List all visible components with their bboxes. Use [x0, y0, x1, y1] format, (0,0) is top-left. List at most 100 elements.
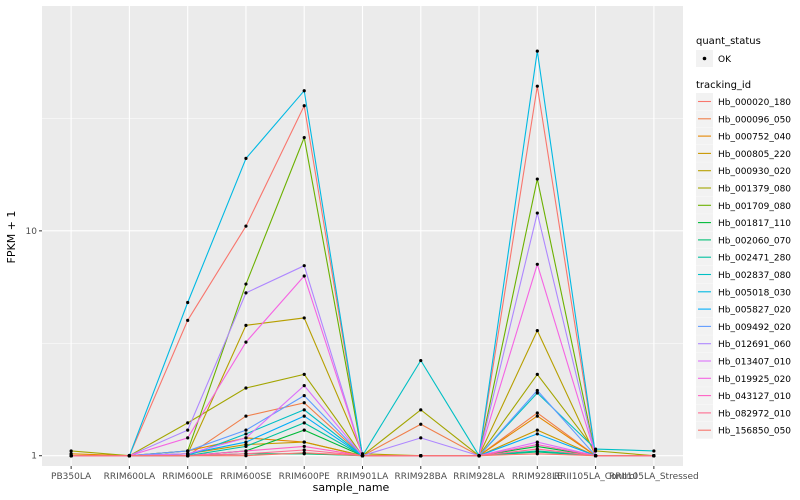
data-point — [244, 291, 248, 295]
data-point — [186, 428, 190, 432]
data-point — [419, 358, 423, 363]
x-tick-label: PB350LA — [51, 472, 92, 482]
data-point — [535, 372, 539, 376]
y-tick-label: 10 — [26, 227, 38, 237]
data-point — [302, 448, 306, 452]
data-point — [186, 300, 190, 305]
data-point — [302, 372, 306, 376]
legend-label: Hb_000096_050 — [718, 115, 791, 125]
data-point — [186, 318, 190, 322]
data-point — [244, 444, 248, 449]
data-point — [186, 436, 190, 440]
y-axis-title: FPKM + 1 — [5, 211, 18, 264]
data-point — [535, 262, 539, 266]
legend-label: Hb_013407_010 — [718, 358, 791, 368]
data-point — [244, 432, 248, 436]
legend-label: Hb_000020_180 — [718, 98, 791, 108]
data-point — [302, 401, 306, 405]
data-point — [593, 447, 598, 451]
data-point — [535, 391, 539, 395]
data-point — [244, 428, 248, 432]
data-point — [477, 454, 481, 458]
x-tick-label: RRIM600PE — [279, 472, 331, 482]
data-point — [535, 84, 539, 88]
data-point — [535, 414, 539, 418]
x-tick-label: RRIM600LA — [104, 472, 156, 482]
legend-label: Hb_002471_280 — [718, 254, 791, 264]
data-point — [419, 436, 423, 440]
data-point — [535, 411, 539, 415]
data-point — [535, 432, 539, 436]
legend-label: Hb_001709_080 — [718, 202, 791, 212]
data-point — [535, 428, 539, 432]
data-point — [419, 408, 423, 412]
data-point — [302, 104, 306, 108]
data-point — [186, 454, 190, 458]
data-point — [302, 414, 306, 418]
data-point — [652, 449, 656, 453]
legend-label: Hb_000805_220 — [718, 150, 791, 160]
x-axis-title: sample_name — [313, 481, 390, 494]
legend-label: Hb_019925_020 — [718, 375, 791, 385]
data-point — [302, 444, 306, 449]
x-tick-label: RRIM901LA — [337, 472, 389, 482]
legend-label: Hb_012691_060 — [718, 340, 791, 350]
legend-label-ok: OK — [718, 55, 732, 65]
legend: quant_status tracking_id OK Hb_000020_180… — [696, 36, 791, 439]
legend-label: Hb_043127_010 — [718, 392, 791, 402]
data-point — [302, 408, 306, 412]
data-point — [244, 282, 248, 286]
data-point — [535, 211, 539, 215]
x-tick-label: RRIM600SE — [220, 472, 272, 482]
data-point — [244, 449, 248, 453]
data-point — [302, 440, 306, 444]
data-point — [302, 274, 306, 278]
data-point — [535, 177, 539, 181]
legend-label: Hb_000752_040 — [718, 133, 791, 143]
data-point — [302, 428, 306, 432]
data-points — [69, 49, 656, 458]
data-point — [244, 386, 248, 390]
data-point — [244, 436, 248, 440]
x-tick-label: RRII105LA_Stressed — [609, 472, 699, 482]
legend-label: Hb_001817_110 — [718, 219, 791, 229]
data-point — [127, 454, 132, 458]
legend-label: Hb_002060_070 — [718, 236, 791, 246]
data-point — [535, 329, 539, 333]
data-point — [302, 135, 306, 140]
data-point — [419, 422, 423, 426]
legend-label: Hb_002837_080 — [718, 271, 791, 281]
legend-label: Hb_005018_030 — [718, 288, 791, 298]
data-point — [360, 454, 365, 458]
data-point — [244, 454, 248, 458]
data-point — [244, 323, 248, 327]
axes: 1 10 PB350LA RRIM600LA RRIM600LE RRIM600SE RRI… — [26, 227, 699, 482]
x-tick-label: RRIM600LE — [162, 472, 213, 482]
data-point — [186, 449, 190, 453]
legend-title-quant-status: quant_status — [696, 36, 761, 47]
data-point — [535, 49, 539, 53]
data-point — [652, 454, 656, 458]
data-point — [244, 414, 248, 418]
legend-label: Hb_005827_020 — [718, 306, 791, 316]
data-point — [535, 443, 539, 447]
legend-label: Hb_082972_010 — [718, 409, 791, 419]
data-point — [244, 224, 248, 228]
data-point — [535, 447, 539, 451]
data-point — [302, 264, 306, 268]
x-tick-label: RRIM928BA — [395, 472, 448, 482]
x-tick-label: RRIM928LA — [453, 472, 505, 482]
data-point — [302, 394, 306, 398]
data-point — [302, 89, 306, 93]
data-point — [302, 384, 306, 388]
legend-label: Hb_000930_020 — [718, 167, 791, 177]
data-point — [69, 449, 73, 453]
data-point — [244, 156, 248, 161]
data-point — [186, 421, 190, 425]
data-point — [69, 454, 73, 458]
data-point — [535, 388, 539, 393]
x-tick-label: RRII105LA_Control — [554, 472, 637, 482]
data-point — [302, 316, 306, 320]
legend-label: Hb_009492_020 — [718, 323, 791, 333]
